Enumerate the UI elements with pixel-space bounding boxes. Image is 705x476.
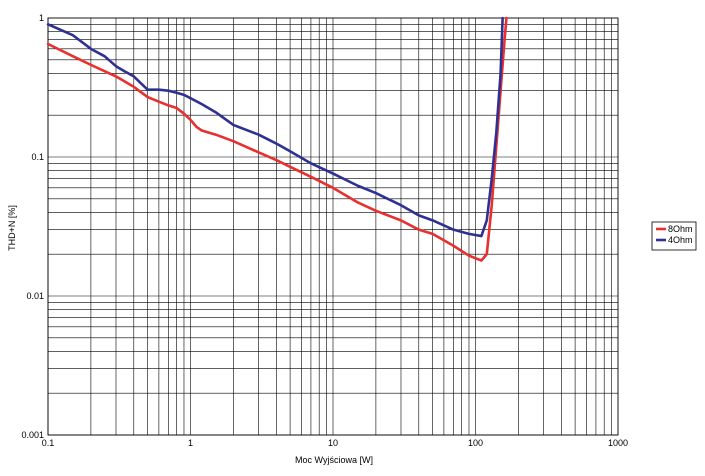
y-axis-label: THD+N [%] <box>7 205 17 251</box>
x-tick-label: 100 <box>468 438 483 448</box>
x-tick-label: 0.1 <box>42 438 55 448</box>
chart-grid <box>47 18 618 436</box>
series-line-4ohm <box>46 16 504 238</box>
series-line-8ohm <box>46 16 508 262</box>
series-group <box>46 16 508 262</box>
y-tick-label: 1 <box>39 13 44 23</box>
y-tick-labels: 1 0.1 0.01 0.001 <box>21 13 44 440</box>
x-tick-label: 10 <box>328 438 338 448</box>
x-tick-label: 1000 <box>608 438 628 448</box>
plot-area-border <box>47 17 619 436</box>
x-tick-labels: 0.1 1 10 100 1000 <box>42 438 628 448</box>
x-axis-label: Moc Wyjściowa [W] <box>295 455 373 465</box>
y-tick-label: 0.01 <box>26 291 44 301</box>
y-tick-label: 0.001 <box>21 430 44 440</box>
legend-box <box>651 221 697 251</box>
legend-label-4ohm: 4Ohm <box>668 235 693 245</box>
x-tick-label: 1 <box>188 438 193 448</box>
legend-label-8ohm: 8Ohm <box>668 224 693 234</box>
y-tick-label: 0.1 <box>31 152 44 162</box>
plot-frame <box>47 17 619 436</box>
